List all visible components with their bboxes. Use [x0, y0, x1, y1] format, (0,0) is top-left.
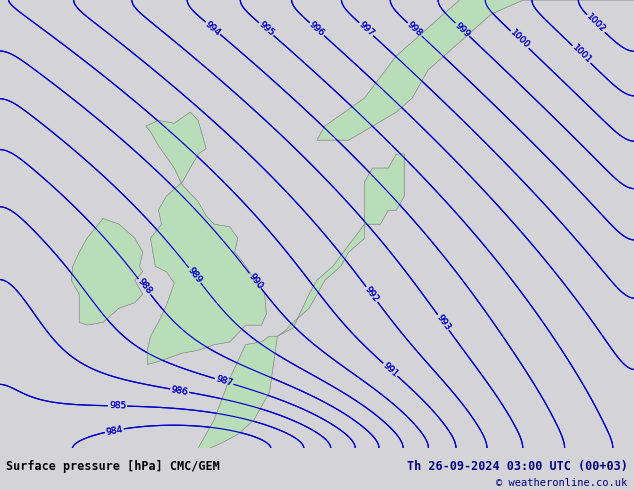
- Polygon shape: [71, 219, 143, 325]
- Text: 984: 984: [105, 424, 124, 437]
- Text: 988: 988: [136, 277, 153, 296]
- Polygon shape: [365, 154, 404, 224]
- Polygon shape: [71, 219, 143, 325]
- Text: 1002: 1002: [585, 12, 607, 35]
- Polygon shape: [365, 154, 404, 224]
- Polygon shape: [317, 0, 634, 140]
- Text: 995: 995: [257, 20, 276, 38]
- Text: 996: 996: [307, 20, 327, 38]
- Polygon shape: [146, 112, 266, 364]
- Text: 1000: 1000: [508, 28, 531, 51]
- Text: 990: 990: [247, 271, 264, 291]
- Polygon shape: [278, 224, 365, 336]
- Text: 994: 994: [204, 19, 223, 37]
- Text: 985: 985: [109, 401, 126, 411]
- Text: 994: 994: [204, 19, 223, 37]
- Text: 998: 998: [405, 20, 424, 39]
- Text: 987: 987: [214, 374, 233, 388]
- Text: 995: 995: [257, 20, 276, 38]
- Text: 988: 988: [136, 277, 153, 296]
- Text: 992: 992: [363, 285, 380, 304]
- Text: 997: 997: [357, 20, 375, 38]
- Text: 989: 989: [186, 266, 204, 285]
- Text: 999: 999: [453, 21, 472, 39]
- Text: Th 26-09-2024 03:00 UTC (00+03): Th 26-09-2024 03:00 UTC (00+03): [407, 460, 628, 473]
- Text: 986: 986: [171, 385, 189, 396]
- Text: 987: 987: [214, 374, 233, 388]
- Text: 984: 984: [105, 424, 124, 437]
- Text: © weatheronline.co.uk: © weatheronline.co.uk: [496, 478, 628, 488]
- Polygon shape: [198, 336, 278, 448]
- Text: 1001: 1001: [570, 43, 593, 66]
- Text: 985: 985: [109, 401, 126, 411]
- Text: 1001: 1001: [570, 43, 593, 66]
- Text: 996: 996: [307, 20, 327, 38]
- Polygon shape: [146, 112, 266, 364]
- Text: 992: 992: [363, 285, 380, 304]
- Text: 1002: 1002: [585, 12, 607, 35]
- Text: 999: 999: [453, 21, 472, 39]
- Text: 997: 997: [357, 20, 375, 38]
- Text: 991: 991: [381, 361, 399, 379]
- Text: 993: 993: [435, 313, 452, 332]
- Text: Surface pressure [hPa] CMC/GEM: Surface pressure [hPa] CMC/GEM: [6, 460, 220, 473]
- Polygon shape: [278, 224, 365, 336]
- Text: 986: 986: [171, 385, 189, 396]
- Text: 989: 989: [186, 266, 204, 285]
- Text: 998: 998: [405, 20, 424, 39]
- Text: 991: 991: [381, 361, 399, 379]
- Polygon shape: [317, 0, 634, 140]
- Text: 990: 990: [247, 271, 264, 291]
- Text: 1000: 1000: [508, 28, 531, 51]
- Text: 993: 993: [435, 313, 452, 332]
- Polygon shape: [198, 336, 278, 448]
